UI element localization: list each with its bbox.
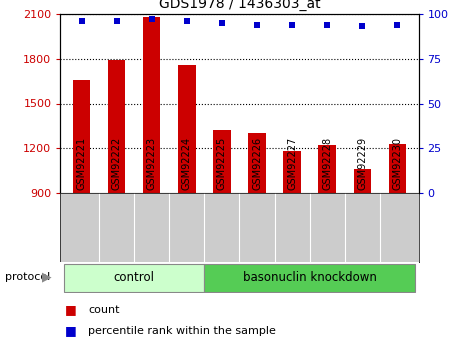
Point — [359, 23, 366, 29]
Point — [218, 20, 226, 26]
Point — [253, 22, 261, 27]
Text: count: count — [88, 305, 120, 315]
Point — [183, 18, 191, 24]
Point — [113, 18, 120, 24]
Bar — [64, 264, 205, 292]
Text: protocol: protocol — [5, 272, 50, 282]
Bar — [73, 80, 90, 193]
Text: control: control — [113, 270, 155, 284]
Point — [148, 17, 155, 22]
Text: ▶: ▶ — [42, 270, 52, 284]
Bar — [143, 17, 160, 193]
Bar — [283, 150, 301, 193]
Text: percentile rank within the sample: percentile rank within the sample — [88, 326, 276, 335]
Text: ■: ■ — [65, 303, 77, 316]
Bar — [108, 60, 126, 193]
Bar — [389, 144, 406, 193]
Bar — [178, 66, 196, 193]
Bar — [248, 132, 266, 193]
Text: ■: ■ — [65, 324, 77, 337]
Bar — [319, 145, 336, 193]
Point — [394, 22, 401, 27]
Bar — [213, 130, 231, 193]
Point — [288, 22, 296, 27]
Point — [78, 18, 85, 24]
Point — [324, 22, 331, 27]
Text: basonuclin knockdown: basonuclin knockdown — [243, 270, 377, 284]
Bar — [205, 264, 415, 292]
Bar — [353, 169, 371, 193]
Title: GDS1978 / 1436303_at: GDS1978 / 1436303_at — [159, 0, 320, 11]
